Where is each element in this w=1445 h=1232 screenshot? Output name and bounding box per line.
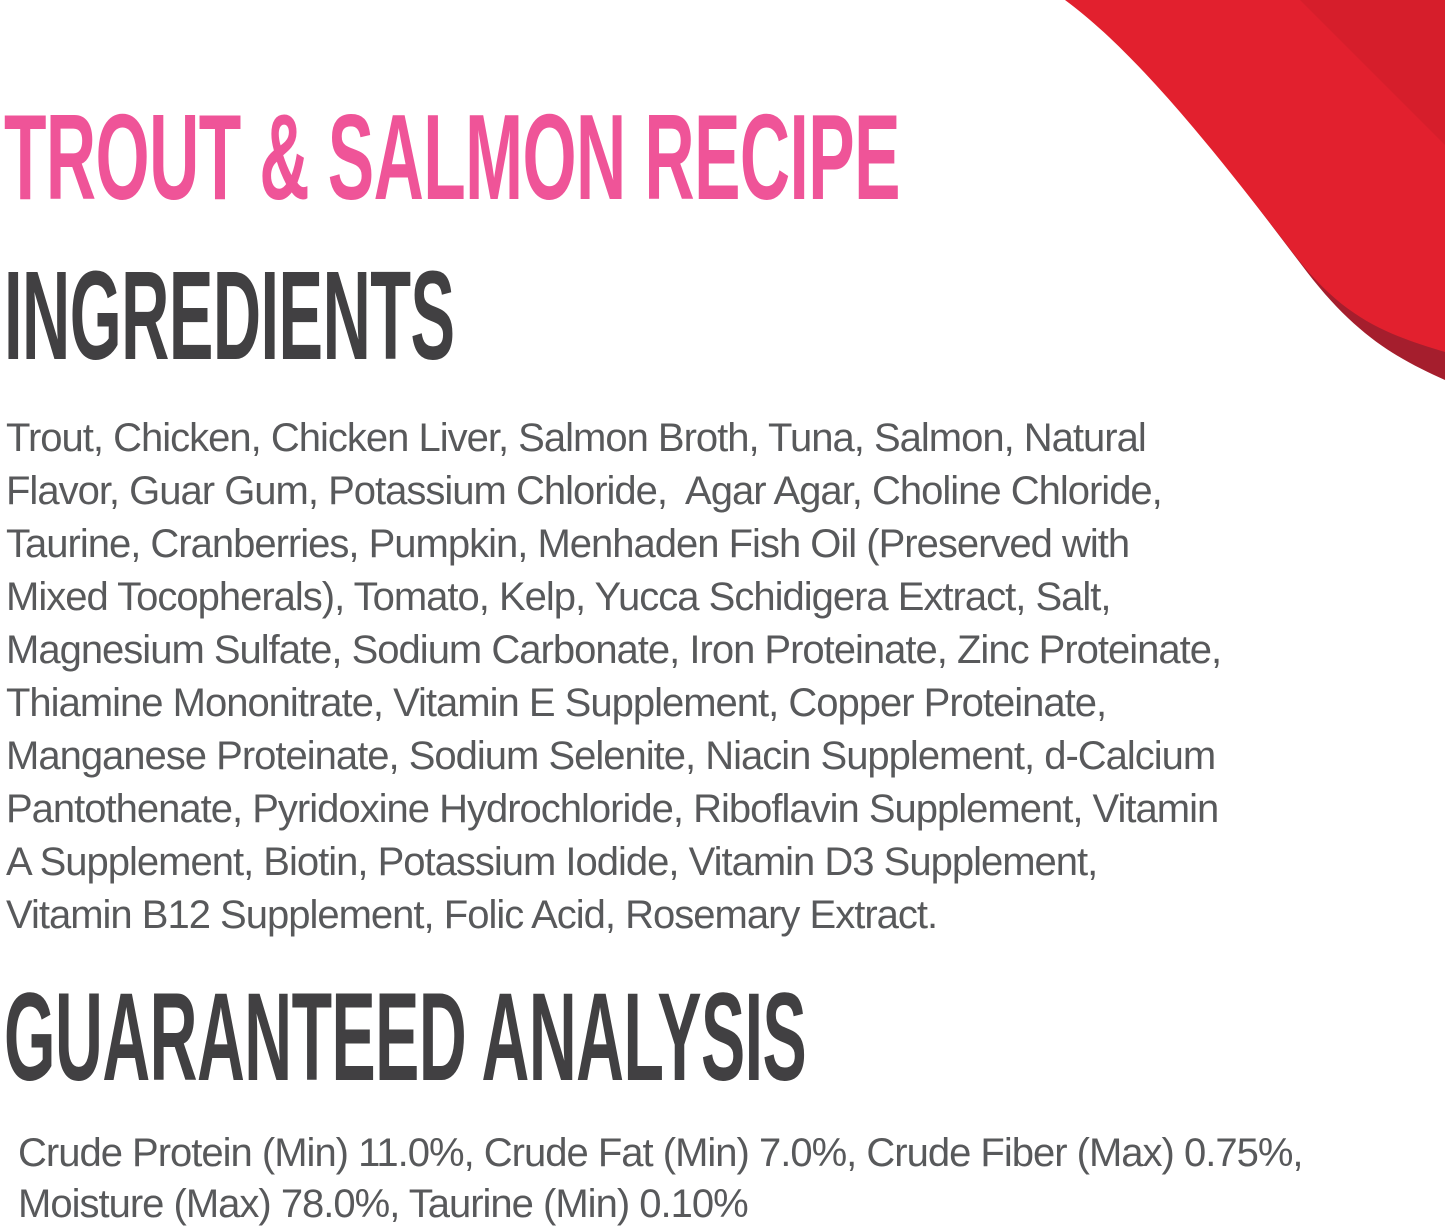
recipe-title: TROUT & SALMON RECIPE	[4, 96, 1445, 218]
red-wave-inner-shade	[1300, 0, 1445, 145]
ingredients-list: Trout, Chicken, Chicken Liver, Salmon Br…	[6, 416, 1222, 937]
guaranteed-analysis-heading: GUARANTEED ANALYSIS	[4, 975, 1445, 1100]
ingredients-heading: INGREDIENTS	[4, 253, 854, 379]
guaranteed-analysis-values: Crude Protein (Min) 11.0%, Crude Fat (Mi…	[18, 1131, 1304, 1226]
red-wave-decoration	[1065, 0, 1445, 380]
red-wave-bright	[1065, 0, 1445, 352]
guaranteed-analysis-heading-text: GUARANTEED ANALYSIS	[4, 968, 807, 1107]
recipe-title-text: TROUT & SALMON RECIPE	[4, 89, 900, 225]
ingredients-heading-text: INGREDIENTS	[4, 245, 455, 386]
